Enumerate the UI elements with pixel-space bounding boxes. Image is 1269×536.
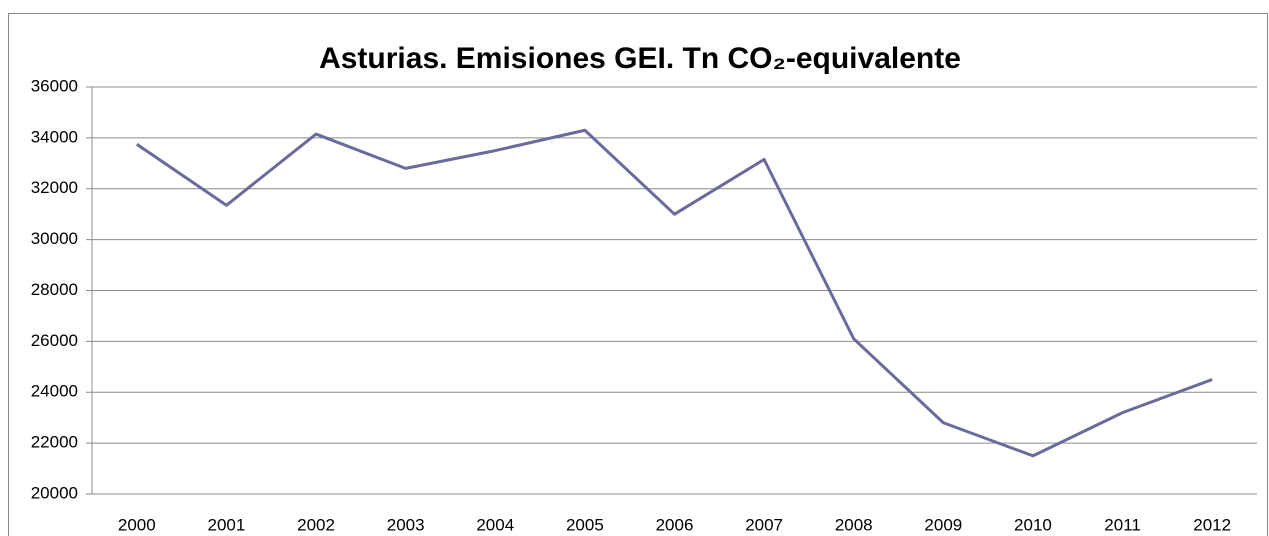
chart-frame	[8, 13, 1268, 536]
x-tick-label: 2001	[208, 515, 246, 534]
x-tick-label: 2005	[566, 515, 604, 534]
y-tick-label: 36000	[31, 76, 78, 95]
x-tick-label: 2004	[476, 515, 514, 534]
data-line	[135, 128, 1213, 458]
x-tick-label: 2002	[297, 515, 335, 534]
y-tick-label: 26000	[31, 331, 78, 350]
y-tick-label: 24000	[31, 382, 78, 401]
x-tick-label: 2012	[1193, 515, 1231, 534]
y-tick-label: 34000	[31, 127, 78, 146]
y-tick-label: 22000	[31, 433, 78, 452]
x-tick-label: 2003	[387, 515, 425, 534]
chart-title: Asturias. Emisiones GEI. Tn CO₂-equivale…	[319, 42, 961, 75]
y-tick-label: 28000	[31, 280, 78, 299]
x-tick-label: 2008	[835, 515, 873, 534]
x-tick-label: 2007	[745, 515, 783, 534]
y-tick-label: 30000	[31, 229, 78, 248]
x-tick-label: 2000	[118, 515, 156, 534]
x-tick-label: 2010	[1014, 515, 1052, 534]
x-tick-label: 2006	[656, 515, 694, 534]
x-tick-label: 2011	[1104, 515, 1141, 534]
x-tick-label: 2009	[924, 515, 962, 534]
y-tick-label: 32000	[31, 178, 78, 197]
y-tick-label: 20000	[31, 483, 78, 502]
